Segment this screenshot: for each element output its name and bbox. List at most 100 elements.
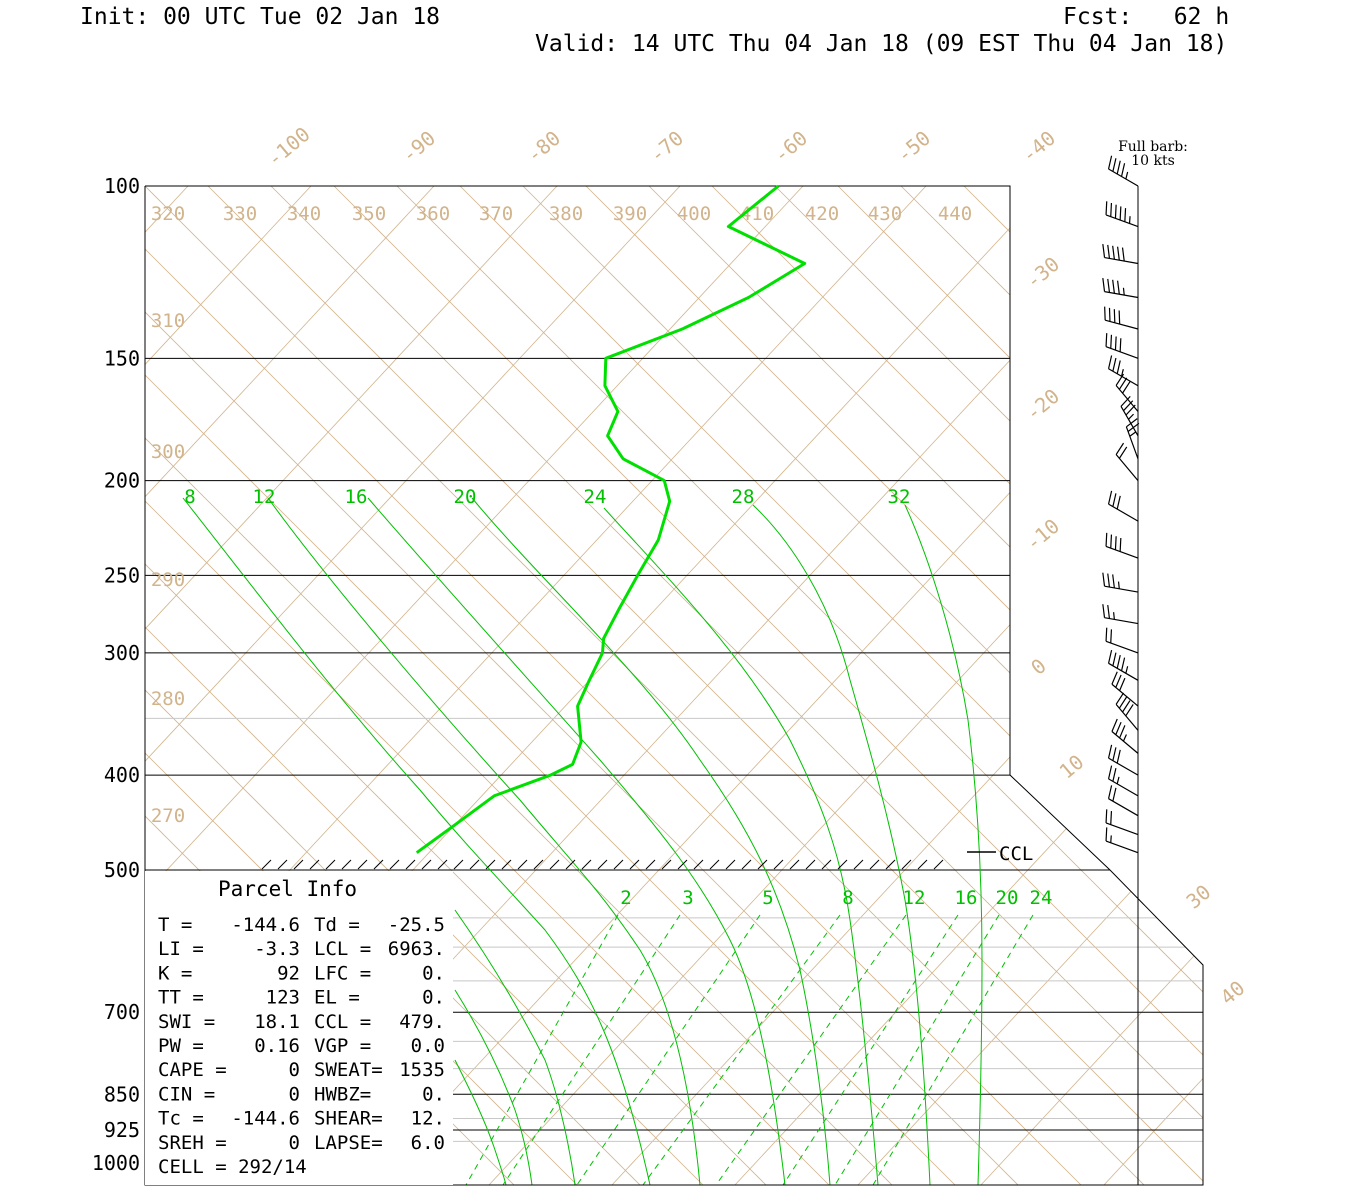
wind-barb-feather bbox=[1118, 696, 1128, 709]
wind-barb bbox=[1105, 201, 1139, 228]
moist-adiabat-curve bbox=[454, 1059, 507, 1186]
hatch-mark bbox=[501, 859, 512, 870]
dry-adiabat-label: 330 bbox=[223, 203, 257, 225]
wind-barb-staff bbox=[1111, 683, 1139, 707]
dry-adiabat-line bbox=[145, 186, 642, 1185]
wind-barb bbox=[1102, 278, 1139, 299]
parcel-row-label: Tc = bbox=[158, 1108, 204, 1130]
pressure-tick-label: 100 bbox=[104, 174, 140, 198]
mixing-ratio-line bbox=[715, 914, 907, 1186]
wind-barb-feather bbox=[1107, 765, 1113, 780]
hatch-mark bbox=[757, 859, 768, 870]
wind-barb-staff bbox=[1111, 731, 1139, 754]
hatch-mark bbox=[933, 859, 944, 870]
dry-adiabat-label: 440 bbox=[938, 203, 972, 225]
isotherm-line bbox=[145, 186, 804, 1185]
wind-barb-feather bbox=[1112, 279, 1115, 294]
wind-barb-feather bbox=[1125, 704, 1134, 717]
wind-barb-feather bbox=[1107, 355, 1113, 369]
isotherm-line bbox=[980, 186, 1203, 1185]
parcel-row-value: -25.5 bbox=[388, 914, 445, 936]
wind-barb-feather bbox=[1105, 827, 1108, 842]
pressure-tick-label: 925 bbox=[104, 1118, 140, 1142]
wind-barb bbox=[1102, 572, 1139, 593]
moist-adiabat-curve bbox=[182, 497, 651, 1186]
parcel-row-label: CELL = 292/14 bbox=[158, 1156, 307, 1178]
ccl-marker: CCL bbox=[967, 843, 1033, 865]
wind-barb-staff bbox=[1108, 503, 1139, 522]
wind-barb bbox=[1107, 785, 1139, 817]
wind-barb bbox=[1107, 490, 1139, 522]
wind-barb-staff bbox=[1105, 840, 1139, 854]
pressure-tick-label: 200 bbox=[104, 469, 140, 493]
wind-barb-feather bbox=[1107, 155, 1113, 170]
wind-barb-half-feather bbox=[1128, 413, 1134, 420]
moist-adiabat-curve bbox=[603, 507, 879, 1186]
wind-barb-feather bbox=[1126, 418, 1138, 428]
wind-barb bbox=[1115, 373, 1139, 412]
hatch-mark bbox=[565, 859, 576, 870]
wind-barb-staff bbox=[1105, 545, 1139, 559]
wind-barb-feather bbox=[1123, 400, 1134, 412]
isotherm-line bbox=[145, 186, 681, 1185]
wind-barb-feather bbox=[1114, 536, 1117, 550]
wind-barb-feather bbox=[1122, 381, 1131, 394]
mixing-ratio-line bbox=[834, 914, 1000, 1186]
parcel-row-value: 123 bbox=[266, 987, 300, 1009]
isotherm-label: 0 bbox=[1026, 654, 1051, 680]
moist-adiabat-curve bbox=[904, 504, 983, 1186]
wind-barb-half-feather bbox=[1129, 431, 1137, 437]
wind-barb-feather bbox=[1118, 377, 1128, 390]
moist-adiabat-label: 28 bbox=[732, 486, 755, 508]
isotherm-label: -10 bbox=[1021, 514, 1064, 556]
moist-adiabat-curve bbox=[454, 989, 533, 1186]
wind-barb bbox=[1107, 765, 1139, 797]
hatch-mark bbox=[741, 859, 752, 870]
hatch-mark bbox=[453, 859, 464, 870]
dry-adiabat-line bbox=[585, 186, 1203, 1185]
mixing-ratio-label: 8 bbox=[842, 887, 853, 909]
hatch-mark bbox=[821, 859, 832, 870]
parcel-row-label: PW = bbox=[158, 1035, 204, 1057]
dry-adiabat-label: 350 bbox=[352, 203, 386, 225]
mixing-ratio-label: 20 bbox=[996, 887, 1019, 909]
wind-barb-feather bbox=[1107, 649, 1113, 664]
wind-barb-feather bbox=[1112, 574, 1115, 588]
isotherm-label: -80 bbox=[522, 126, 565, 168]
isotherm-label: -70 bbox=[645, 126, 688, 168]
parcel-row-label: SHEAR= bbox=[314, 1108, 383, 1130]
wind-barb-staff bbox=[1105, 214, 1139, 228]
wind-barb-feather bbox=[1115, 721, 1122, 735]
parcel-row-value: 479. bbox=[399, 1011, 445, 1033]
dry-adiabat-line bbox=[145, 186, 1146, 1185]
wind-barb-feather bbox=[1102, 604, 1106, 618]
isotherm-line bbox=[857, 186, 1203, 1185]
parcel-row-label: SWEAT= bbox=[314, 1059, 383, 1081]
mixing-ratio-line bbox=[782, 914, 959, 1186]
parcel-row-label: T = bbox=[158, 914, 192, 936]
wind-barb-half-feather bbox=[1120, 369, 1124, 377]
dry-adiabat-label: 270 bbox=[151, 805, 185, 827]
wind-barb-feather bbox=[1125, 404, 1136, 416]
dry-adiabat-line bbox=[333, 186, 1203, 1185]
parcel-row-label: EL = bbox=[314, 987, 360, 1009]
wind-barb-feather bbox=[1111, 671, 1118, 685]
dry-adiabat-line bbox=[459, 186, 1203, 1185]
parcel-info-box: Parcel Info T = -144.6 Td = -25.5 LI = -3.3 LC… bbox=[145, 871, 453, 1185]
parcel-row-label: Td = bbox=[314, 914, 360, 936]
wind-barb-feather bbox=[1118, 446, 1128, 459]
parcel-row-value: 0 bbox=[289, 1083, 300, 1105]
isotherm-label: -20 bbox=[1021, 384, 1064, 426]
hatch-mark bbox=[837, 859, 848, 870]
barb-key-line1: Full barb: bbox=[1118, 139, 1188, 155]
wind-barb-staff bbox=[1105, 346, 1139, 359]
hatch-mark bbox=[309, 859, 320, 870]
wind-barb-half-feather bbox=[1113, 612, 1115, 620]
wind-barb-staff bbox=[1104, 585, 1139, 593]
moist-adiabat-label: 24 bbox=[584, 486, 607, 508]
wind-barb-feather bbox=[1112, 768, 1117, 782]
hatch-mark bbox=[485, 859, 496, 870]
hatch-mark bbox=[805, 859, 816, 870]
parcel-row-label: SREH = bbox=[158, 1132, 227, 1154]
dry-adiabat-label: 290 bbox=[151, 569, 185, 591]
